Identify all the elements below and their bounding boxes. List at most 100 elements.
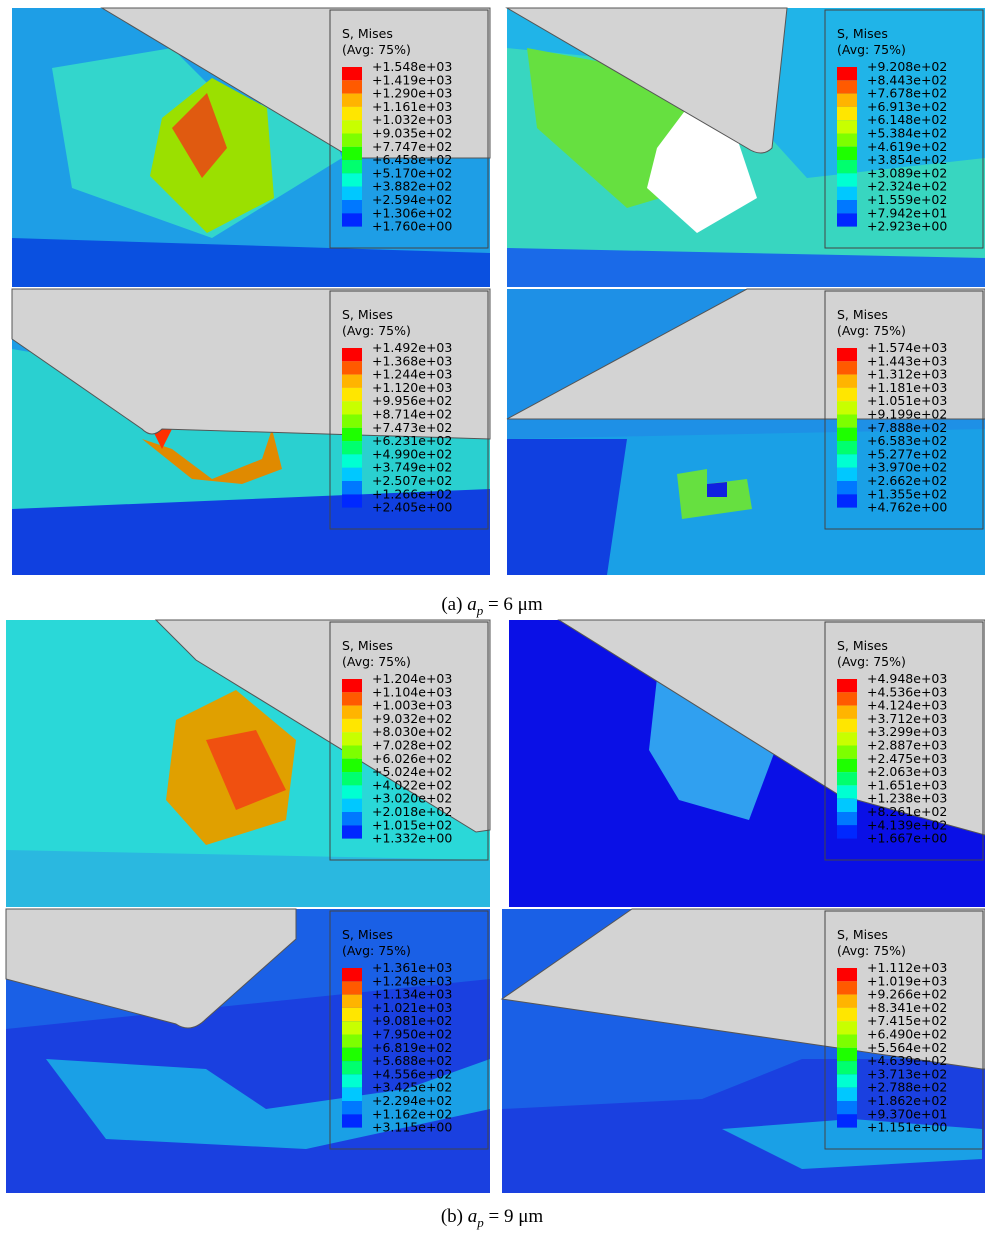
legend-label: +1.204e+03 <box>372 671 452 686</box>
legend-title: S, Mises <box>837 307 888 322</box>
legend-swatch <box>342 981 362 995</box>
legend-swatch <box>837 1007 857 1022</box>
legend-label: +3.020e+02 <box>372 791 452 806</box>
fea-panel: S, Mises(Avg: 75%)+4.948e+03+4.536e+03+4… <box>509 619 985 907</box>
cutting-tool <box>11 288 491 440</box>
legend-title: S, Mises <box>342 927 393 942</box>
legend-swatch <box>342 1061 362 1075</box>
cutting-tool <box>506 288 985 420</box>
legend-label: +7.473e+02 <box>372 420 452 435</box>
legend-label: +2.063e+03 <box>867 764 947 779</box>
fea-panel: S, Mises(Avg: 75%)+1.548e+03+1.419e+03+1… <box>12 7 491 287</box>
legend-swatch <box>342 1074 362 1088</box>
legend-avg: (Avg: 75%) <box>837 323 906 338</box>
legend-swatch <box>837 732 857 746</box>
legend-label: +2.788e+02 <box>867 1080 947 1095</box>
legend-swatch <box>342 494 362 508</box>
legend-swatch <box>837 374 857 388</box>
legend-label: +4.139e+02 <box>867 817 947 832</box>
legend-label: +1.162e+02 <box>372 1106 452 1121</box>
legend-label: +9.032e+02 <box>372 711 452 726</box>
legend-swatch <box>342 106 362 121</box>
legend-label: +7.415e+02 <box>867 1013 947 1028</box>
legend-label: +6.458e+02 <box>372 152 452 167</box>
legend-swatch <box>837 173 857 187</box>
legend-swatch <box>837 93 857 107</box>
legend-avg: (Avg: 75%) <box>837 943 906 958</box>
legend-swatch <box>342 772 362 786</box>
legend-swatch <box>837 1101 857 1115</box>
legend-swatch <box>342 454 362 468</box>
stress-contour <box>172 93 227 178</box>
legend-swatch <box>342 798 362 812</box>
legend-label: +1.574e+03 <box>867 340 947 355</box>
legend-swatch <box>342 160 362 174</box>
legend-label: +1.019e+03 <box>867 973 947 988</box>
legend-swatch <box>342 1047 362 1062</box>
legend-label: +8.341e+02 <box>867 1000 947 1015</box>
legend-label: +7.888e+02 <box>867 420 947 435</box>
legend-swatch <box>837 200 857 214</box>
legend-swatch <box>342 812 362 826</box>
legend-label: +1.051e+03 <box>867 393 947 408</box>
stress-contour <box>722 1119 982 1169</box>
legend-swatch <box>342 467 362 481</box>
legend-label: +2.507e+02 <box>372 473 452 488</box>
legend-label: +5.277e+02 <box>867 446 947 461</box>
legend-label: +1.862e+02 <box>867 1093 947 1108</box>
legend-label: +2.324e+02 <box>867 179 947 194</box>
legend-swatch <box>837 494 857 508</box>
fea-panel: S, Mises(Avg: 75%)+1.204e+03+1.104e+03+1… <box>6 619 491 907</box>
legend-label: +9.956e+02 <box>372 393 452 408</box>
legend-swatch <box>837 186 857 200</box>
legend-label: +1.559e+02 <box>867 192 947 207</box>
legend-swatch <box>342 1087 362 1101</box>
fea-panel: S, Mises(Avg: 75%)+1.492e+03+1.368e+03+1… <box>11 288 491 575</box>
cutting-tool <box>505 7 788 154</box>
legend-swatch <box>342 1101 362 1115</box>
legend-swatch <box>342 186 362 200</box>
legend-label: +3.425e+02 <box>372 1080 452 1095</box>
cutting-tool <box>557 619 985 836</box>
legend-swatch <box>342 732 362 746</box>
legend-label: +1.492e+03 <box>372 340 452 355</box>
legend-swatch <box>342 348 362 362</box>
fea-panel: S, Mises(Avg: 75%)+1.574e+03+1.443e+03+1… <box>506 288 985 575</box>
stress-contour <box>12 489 490 575</box>
legend-swatch <box>342 374 362 388</box>
stress-contour <box>647 108 757 233</box>
legend-label: +1.760e+00 <box>372 219 452 234</box>
legend-label: +1.290e+03 <box>372 86 452 101</box>
legend-swatch <box>837 120 857 134</box>
legend-label: +4.124e+03 <box>867 698 947 713</box>
legend-swatch <box>837 348 857 362</box>
legend-label: +7.950e+02 <box>372 1027 452 1042</box>
legend-title: S, Mises <box>837 927 888 942</box>
legend-avg: (Avg: 75%) <box>837 654 906 669</box>
legend-swatch <box>837 1021 857 1035</box>
legend-swatch <box>837 441 857 455</box>
legend-swatch <box>837 679 857 693</box>
legend-swatch <box>342 1114 362 1128</box>
legend-label: +4.948e+03 <box>867 671 947 686</box>
legend-label: +5.688e+02 <box>372 1053 452 1068</box>
legend-swatch <box>837 785 857 799</box>
legend-swatch <box>342 401 362 415</box>
legend-swatch <box>342 213 362 227</box>
legend-label: +6.583e+02 <box>867 433 947 448</box>
legend-swatch <box>837 692 857 706</box>
legend-swatch <box>837 160 857 174</box>
fea-panel: S, Mises(Avg: 75%)+9.208e+02+8.443e+02+7… <box>505 7 985 287</box>
legend-label: +6.148e+02 <box>867 112 947 127</box>
legend-label: +1.151e+00 <box>867 1120 947 1135</box>
legend-label: +1.266e+02 <box>372 486 452 501</box>
legend-swatch <box>342 120 362 134</box>
legend-swatch <box>837 705 857 719</box>
cutting-tool <box>154 619 491 833</box>
legend-swatch <box>342 481 362 495</box>
legend-box <box>824 290 984 530</box>
stress-contour <box>507 439 627 575</box>
legend-swatch <box>342 200 362 214</box>
legend-label: +1.120e+03 <box>372 380 452 395</box>
legend-label: +2.405e+00 <box>372 500 452 515</box>
